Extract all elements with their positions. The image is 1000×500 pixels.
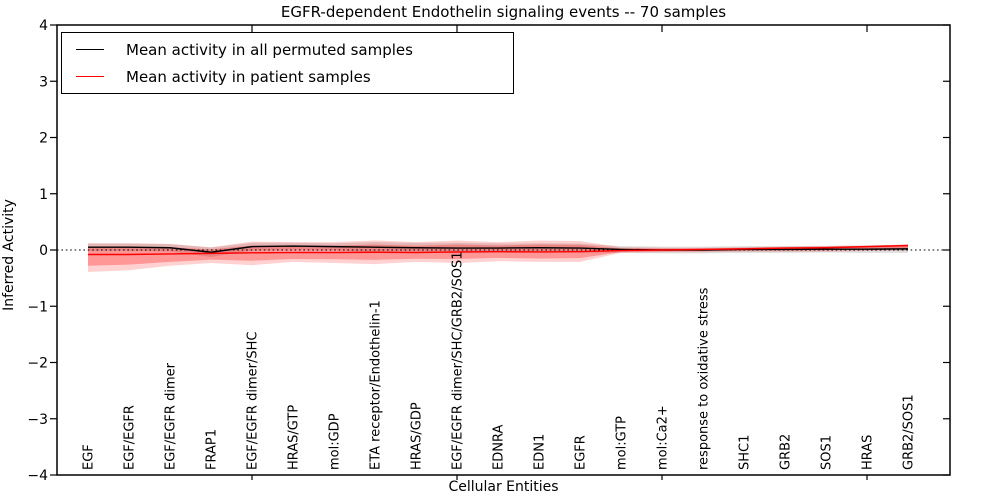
x-tick-label: mol:GTP [615, 416, 630, 470]
x-tick-label: GRB2/SOS1 [902, 394, 917, 470]
x-tick-label: response to oxidative stress [697, 287, 712, 470]
legend-label-patient: Mean activity in patient samples [126, 67, 371, 86]
patient-line-swatch [76, 76, 104, 77]
y-tick-label: 0 [39, 243, 48, 259]
x-tick-label: EGF/EGFR dimer/SHC [246, 332, 261, 470]
chart-title: EGFR-dependent Endothelin signaling even… [280, 3, 727, 21]
y-tick-label: −3 [27, 412, 48, 428]
y-tick-label: 2 [39, 131, 48, 147]
x-tick-label: GRB2 [779, 434, 794, 470]
axes-frame [56, 24, 951, 476]
patient-outer-band [88, 240, 908, 272]
permuted-mean-line [88, 245, 909, 253]
x-tick-label: EGF/EGFR dimer [164, 362, 179, 470]
x-tick-label: EDN1 [533, 434, 548, 470]
y-tick-label: −4 [27, 468, 48, 484]
x-tick-label: EDNRA [492, 425, 507, 470]
permuted-line-swatch [76, 49, 104, 50]
y-tick-label: −1 [27, 299, 48, 315]
x-tick-label: EGFR [574, 435, 589, 470]
x-tick-label: SHC1 [738, 435, 753, 470]
legend-item-permuted: Mean activity in all permuted samples [76, 40, 513, 60]
x-tick-label: EGF/EGFR [123, 405, 138, 470]
x-tick-label: mol:GDP [328, 413, 343, 470]
x-tick-label: FRAP1 [205, 429, 220, 470]
x-tick-label: HRAS/GDP [410, 402, 425, 470]
legend-item-patient: Mean activity in patient samples [76, 67, 513, 87]
y-tick-label: −2 [27, 356, 48, 372]
patient-mean-line [88, 244, 909, 256]
x-tick-label: ETA receptor/Endothelin-1 [369, 300, 384, 470]
legend: Mean activity in all permuted samples Me… [61, 32, 514, 94]
x-tick-label: EGF [82, 444, 97, 470]
y-tick-label: 1 [39, 187, 48, 203]
x-tick-label: HRAS [861, 435, 876, 470]
y-tick-label: 3 [39, 74, 48, 90]
x-tick-label: HRAS/GTP [287, 405, 302, 470]
y-axis-label: Inferred Activity [1, 199, 17, 311]
y-tick-label: 4 [39, 18, 48, 34]
x-tick-label: SOS1 [820, 435, 835, 470]
x-tick-label: EGF/EGFR dimer/SHC/GRB2/SOS1 [451, 252, 466, 471]
x-tick-label: mol:Ca2+ [656, 405, 671, 470]
legend-label-permuted: Mean activity in all permuted samples [126, 40, 413, 59]
x-axis-label: Cellular Entities [448, 479, 559, 495]
